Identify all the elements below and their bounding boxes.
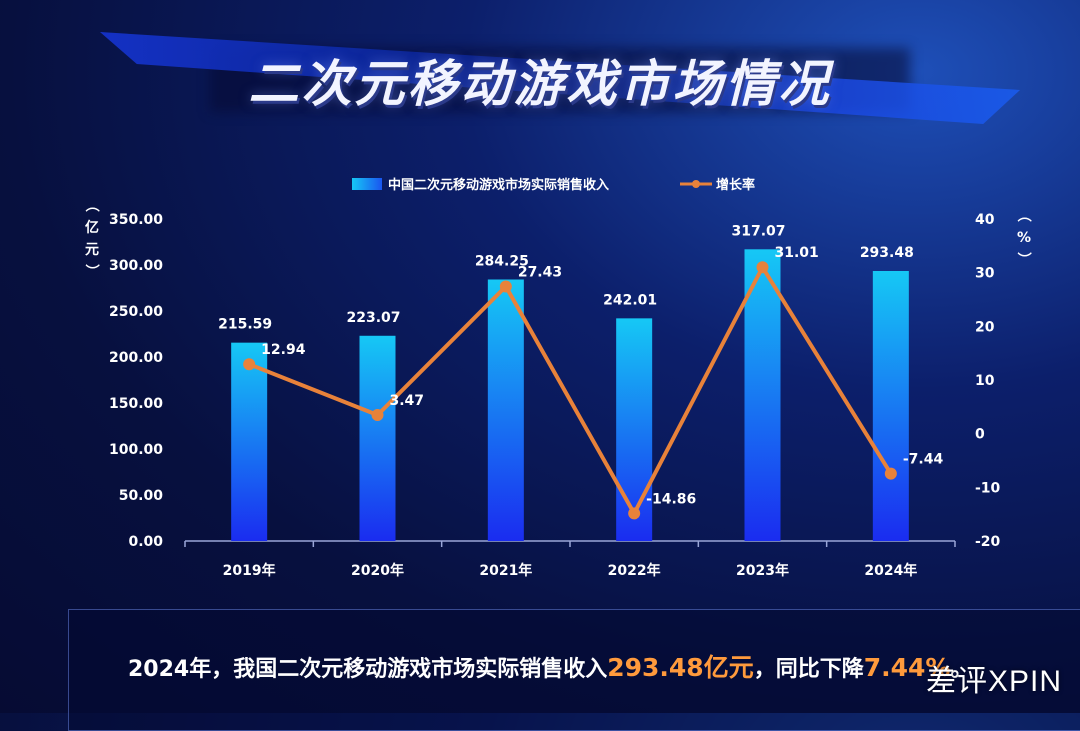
y-right-tick-label: -20 <box>975 534 1001 550</box>
summary-rate: 7.44% <box>863 653 951 682</box>
growth-line <box>248 265 893 516</box>
x-tick-label: 2019年 <box>223 562 276 579</box>
y-left-tick-label: 300.00 <box>109 258 163 274</box>
x-tick-label: 2023年 <box>736 562 789 579</box>
bar <box>872 270 909 541</box>
growth-value-label: 3.47 <box>390 393 425 409</box>
y-left-axis-title: （ 亿元 ） <box>83 198 99 278</box>
chart-canvas: 中国二次元移动游戏市场实际销售收入 增长率 2019年 2020年 2021年 2022… <box>83 177 1031 579</box>
y-right-tick-label: 20 <box>975 319 995 335</box>
axis-title-char: （ <box>83 198 99 212</box>
bar-value-label: 215.59 <box>218 317 272 333</box>
summary-prefix: 2024年，我国二次元移动游戏市场实际销售收入 <box>128 657 608 682</box>
legend-line-marker <box>692 180 700 188</box>
x-tick-label: 2020年 <box>351 562 404 579</box>
chart-axes: 2019年 2020年 2021年 2022年 2023年 2024年350.00300.… <box>83 198 1031 579</box>
watermark: 差评XPIN <box>925 665 1062 698</box>
y-left-tick-label: 50.00 <box>119 488 164 504</box>
x-tick-label: 2022年 <box>608 562 661 579</box>
summary-suffix: 。 <box>950 657 973 682</box>
y-left-tick-label: 100.00 <box>109 442 163 458</box>
legend-line-label: 增长率 <box>716 177 755 193</box>
growth-point <box>499 280 512 293</box>
legend-bar-swatch <box>352 178 382 190</box>
axis-title-char: ） <box>83 264 99 278</box>
summary-middle: ，同比下降 <box>753 657 864 682</box>
axis-title-char: 亿 <box>85 219 99 236</box>
growth-value-label: 12.94 <box>261 342 306 358</box>
axis-title-char: 元 <box>85 242 99 258</box>
y-left-tick-label: 200.00 <box>109 350 163 366</box>
page-title: 二次元移动游戏市场情况 <box>248 55 832 113</box>
y-left-tick-label: 0.00 <box>128 534 163 550</box>
y-right-tick-label: 0 <box>975 427 985 443</box>
bar-value-label: 293.48 <box>860 245 914 261</box>
growth-value-label: 31.01 <box>775 245 819 261</box>
y-right-axis-title: （% ） <box>1015 208 1031 266</box>
x-tick-label: 2024年 <box>864 562 917 579</box>
y-left-tick-label: 250.00 <box>109 304 163 320</box>
y-right-tick-label: -10 <box>975 480 1001 496</box>
x-tick-label: 2021年 <box>479 562 532 579</box>
axis-title-char: （ <box>1015 208 1031 222</box>
bar <box>616 318 653 541</box>
y-left-tick-label: 350.00 <box>109 212 163 228</box>
growth-value-label: -14.86 <box>646 491 696 507</box>
growth-point <box>628 507 641 520</box>
legend-bar-label: 中国二次元移动游戏市场实际销售收入 <box>388 177 609 193</box>
y-right-tick-label: 40 <box>975 212 995 228</box>
bar-series <box>231 249 909 541</box>
bar <box>744 249 781 541</box>
growth-value-label: 27.43 <box>518 264 562 280</box>
bar-value-label: 317.07 <box>731 223 785 239</box>
axis-title-char: % <box>1017 230 1031 246</box>
growth-point <box>756 261 769 274</box>
y-right-tick-label: 30 <box>975 266 995 282</box>
bar-value-label: 223.07 <box>346 310 400 326</box>
bar <box>231 342 268 541</box>
y-left-tick-label: 150.00 <box>109 396 163 412</box>
y-right-tick-label: 10 <box>975 373 995 389</box>
growth-point <box>243 358 256 371</box>
bar-value-label: 284.25 <box>475 253 529 269</box>
axis-title-char: ） <box>1015 252 1031 266</box>
growth-value-label: -7.44 <box>903 452 944 468</box>
bar-value-label: 242.01 <box>603 292 657 308</box>
summary-text: 2024年，我国二次元移动游戏市场实际销售收入293.48亿元，同比下降7.44… <box>128 648 972 684</box>
line-series <box>243 261 897 520</box>
bar <box>487 279 524 541</box>
growth-point <box>884 467 897 480</box>
growth-point <box>371 409 384 422</box>
data-labels: 215.59 223.07 284.25 242.01 317.07 293.48 12.9… <box>218 223 943 507</box>
bar <box>359 335 396 541</box>
chart-legend: 中国二次元移动游戏市场实际销售收入 增长率 <box>352 177 755 193</box>
summary-revenue: 293.48亿元 <box>607 653 754 682</box>
